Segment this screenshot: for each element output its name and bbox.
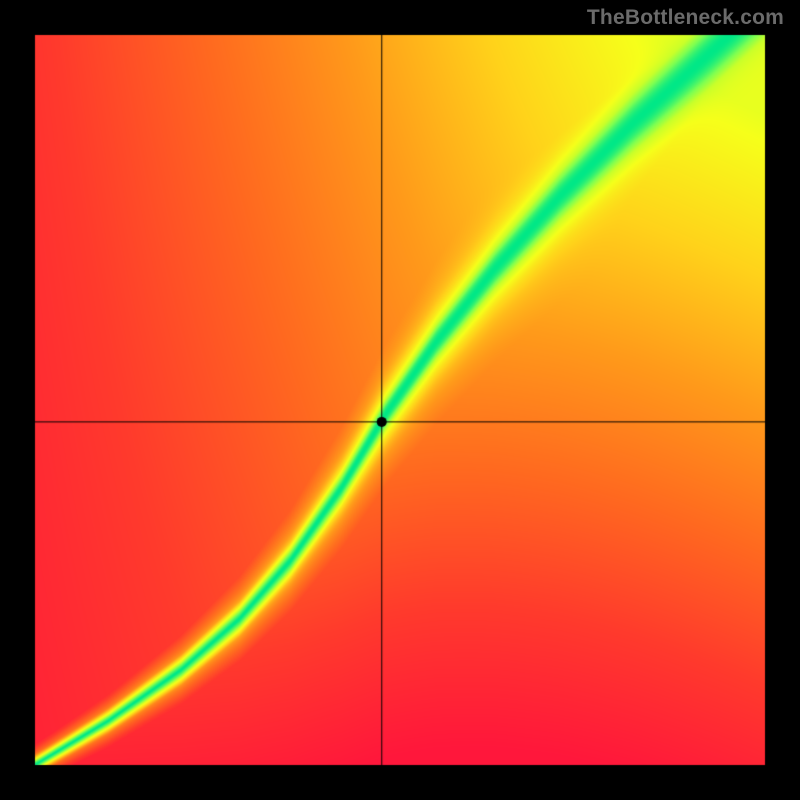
watermark-text: TheBottleneck.com xyxy=(587,6,784,30)
heatmap-canvas xyxy=(0,0,800,800)
chart-container: TheBottleneck.com xyxy=(0,0,800,800)
